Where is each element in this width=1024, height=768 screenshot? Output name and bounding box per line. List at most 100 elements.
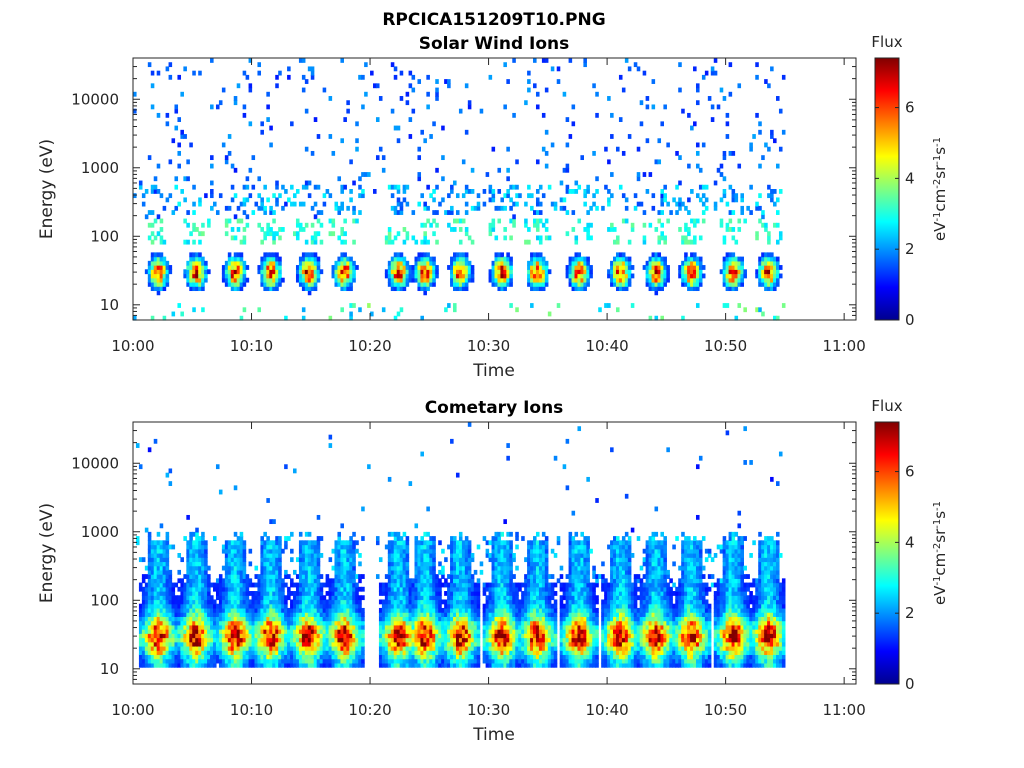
heatmap-cell [180,134,184,139]
heatmap-cell [414,620,419,626]
heatmap-cell [447,654,451,660]
heatmap-cell [393,637,398,643]
heatmap-cell [426,286,430,292]
heatmap-cell [618,286,623,292]
heatmap-cell [275,83,279,89]
heatmap-cell [227,633,232,639]
heatmap-cell [340,633,344,639]
heatmap-cell [441,650,445,656]
heatmap-cell [233,281,238,287]
heatmap-cell [524,218,528,224]
heatmap-cell [435,222,439,228]
heatmap-cell [402,273,407,279]
heatmap-cell [189,286,193,292]
heatmap-cell [476,193,481,199]
heatmap-cell [624,273,629,279]
heatmap-cell [491,189,496,194]
heatmap-cell [420,557,424,563]
heatmap-cell [589,269,593,275]
heatmap-cell [272,544,276,550]
heatmap-cell [455,540,460,546]
heatmap-cell [242,112,247,118]
heatmap-cell [233,286,238,292]
heatmap-cell [390,654,395,660]
heatmap-cell [174,603,179,609]
heatmap-cell [340,277,344,283]
heatmap-cell [423,603,427,609]
heatmap-cell [390,277,395,283]
heatmap-cell [464,227,469,232]
heatmap-cell [343,286,347,292]
heatmap-cell [734,197,739,203]
heatmap-cell [263,637,267,643]
heatmap-cell [500,197,504,203]
heatmap-cell [636,66,641,72]
heatmap-cell [420,607,424,613]
heatmap-cell [147,607,152,613]
heatmap-cell [162,612,167,617]
heatmap-cell [295,273,300,279]
heatmap-cell [245,624,250,630]
heatmap-cell [177,607,182,613]
heatmap-cell [156,624,161,630]
heatmap-cell [503,205,507,211]
heatmap-cell [387,658,392,664]
heatmap-cell [221,142,226,148]
heatmap-cell [414,607,419,613]
heatmap-cell [618,74,623,80]
heatmap-cell [393,536,398,541]
heatmap-cell [171,620,176,626]
heatmap-cell [435,645,439,651]
heatmap-cell [257,645,262,651]
heatmap-cell [568,189,573,194]
heatmap-cell [461,281,466,287]
heatmap-cell [595,112,599,118]
heatmap-cell [260,645,264,651]
heatmap-cell [378,586,383,592]
heatmap-cell [298,565,303,571]
heatmap-cell [405,565,410,571]
heatmap-cell [275,612,279,617]
heatmap-cell [349,303,353,308]
heatmap-cell [153,650,158,656]
heatmap-cell [343,277,347,283]
heatmap-cell [776,273,780,279]
heatmap-cell [328,658,333,664]
heatmap-cell [755,201,759,207]
heatmap-cell [562,91,567,97]
x-tick-label: 10:30 [467,337,510,355]
heatmap-cell [310,637,315,643]
heatmap-cell [453,281,457,287]
heatmap-cell [195,654,199,660]
heatmap-cell [770,273,774,279]
heatmap-cell [180,616,184,622]
heatmap-cell [381,633,386,639]
heatmap-cell [571,227,576,232]
heatmap-cell [204,641,208,647]
heatmap-cell [304,658,309,664]
heatmap-cell [497,281,502,287]
heatmap-cell [645,104,650,110]
heatmap-cell [168,481,173,486]
heatmap-cell [248,658,253,664]
heatmap-cell [435,582,439,588]
heatmap-cell [402,557,407,563]
heatmap-cell [458,607,463,613]
heatmap-cell [731,265,736,270]
heatmap-cell [177,303,182,308]
heatmap-cell [150,557,155,563]
heatmap-cell [272,553,276,558]
heatmap-cell [393,616,398,622]
heatmap-cell [384,662,389,668]
heatmap-cell [361,189,365,194]
heatmap-cell [450,277,454,283]
heatmap-cell [346,637,350,643]
heatmap-cell [328,443,333,448]
heatmap-cell [290,591,294,596]
heatmap-cell [411,603,416,609]
heatmap-cell [189,265,193,270]
heatmap-cell [186,620,190,626]
heatmap-cell [535,91,540,97]
heatmap-cell [263,231,267,237]
heatmap-cell [346,286,350,292]
